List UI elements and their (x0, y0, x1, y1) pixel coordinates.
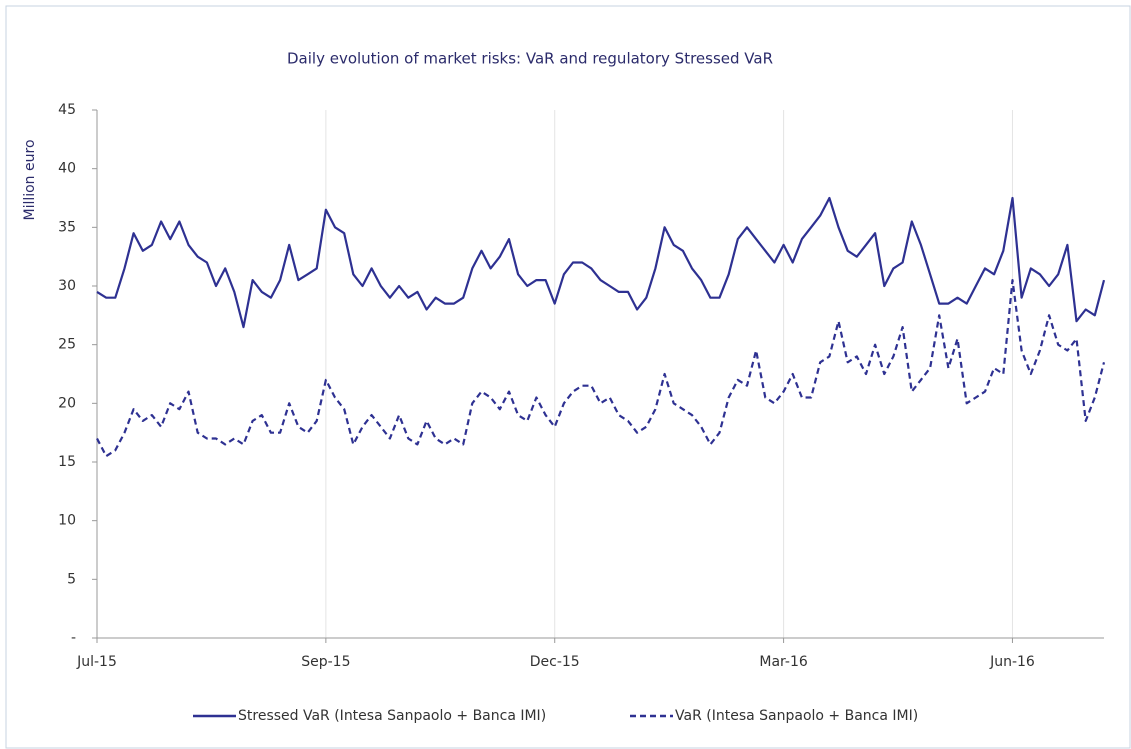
y-tick-label: 20 (58, 395, 76, 411)
legend-label: Stressed VaR (Intesa Sanpaolo + Banca IM… (238, 708, 546, 724)
y-axis-label: Million euro (22, 139, 38, 220)
legend-label: VaR (Intesa Sanpaolo + Banca IMI) (675, 708, 918, 724)
y-tick-label: 10 (58, 513, 76, 529)
y-tick-label: 30 (58, 278, 76, 294)
x-tick-label: Dec-15 (530, 654, 580, 670)
y-tick-label: - (71, 630, 76, 646)
y-tick-label: 35 (58, 219, 76, 235)
series-line (96, 279, 1106, 458)
y-tick-label: 15 (58, 454, 76, 470)
y-tick-label: 5 (67, 571, 76, 587)
x-tick-label: Mar-16 (759, 654, 807, 670)
x-tick-label: Jun-16 (989, 654, 1035, 670)
chart-title: Daily evolution of market risks: VaR and… (287, 50, 773, 68)
x-tick-label: Sep-15 (301, 654, 350, 670)
y-tick-label: 40 (58, 161, 76, 177)
y-tick-label: 45 (58, 102, 76, 118)
series-line (96, 196, 1106, 329)
frame (5, 5, 1131, 749)
y-tick-label: 25 (58, 337, 76, 353)
x-tick-label: Jul-15 (76, 654, 117, 670)
